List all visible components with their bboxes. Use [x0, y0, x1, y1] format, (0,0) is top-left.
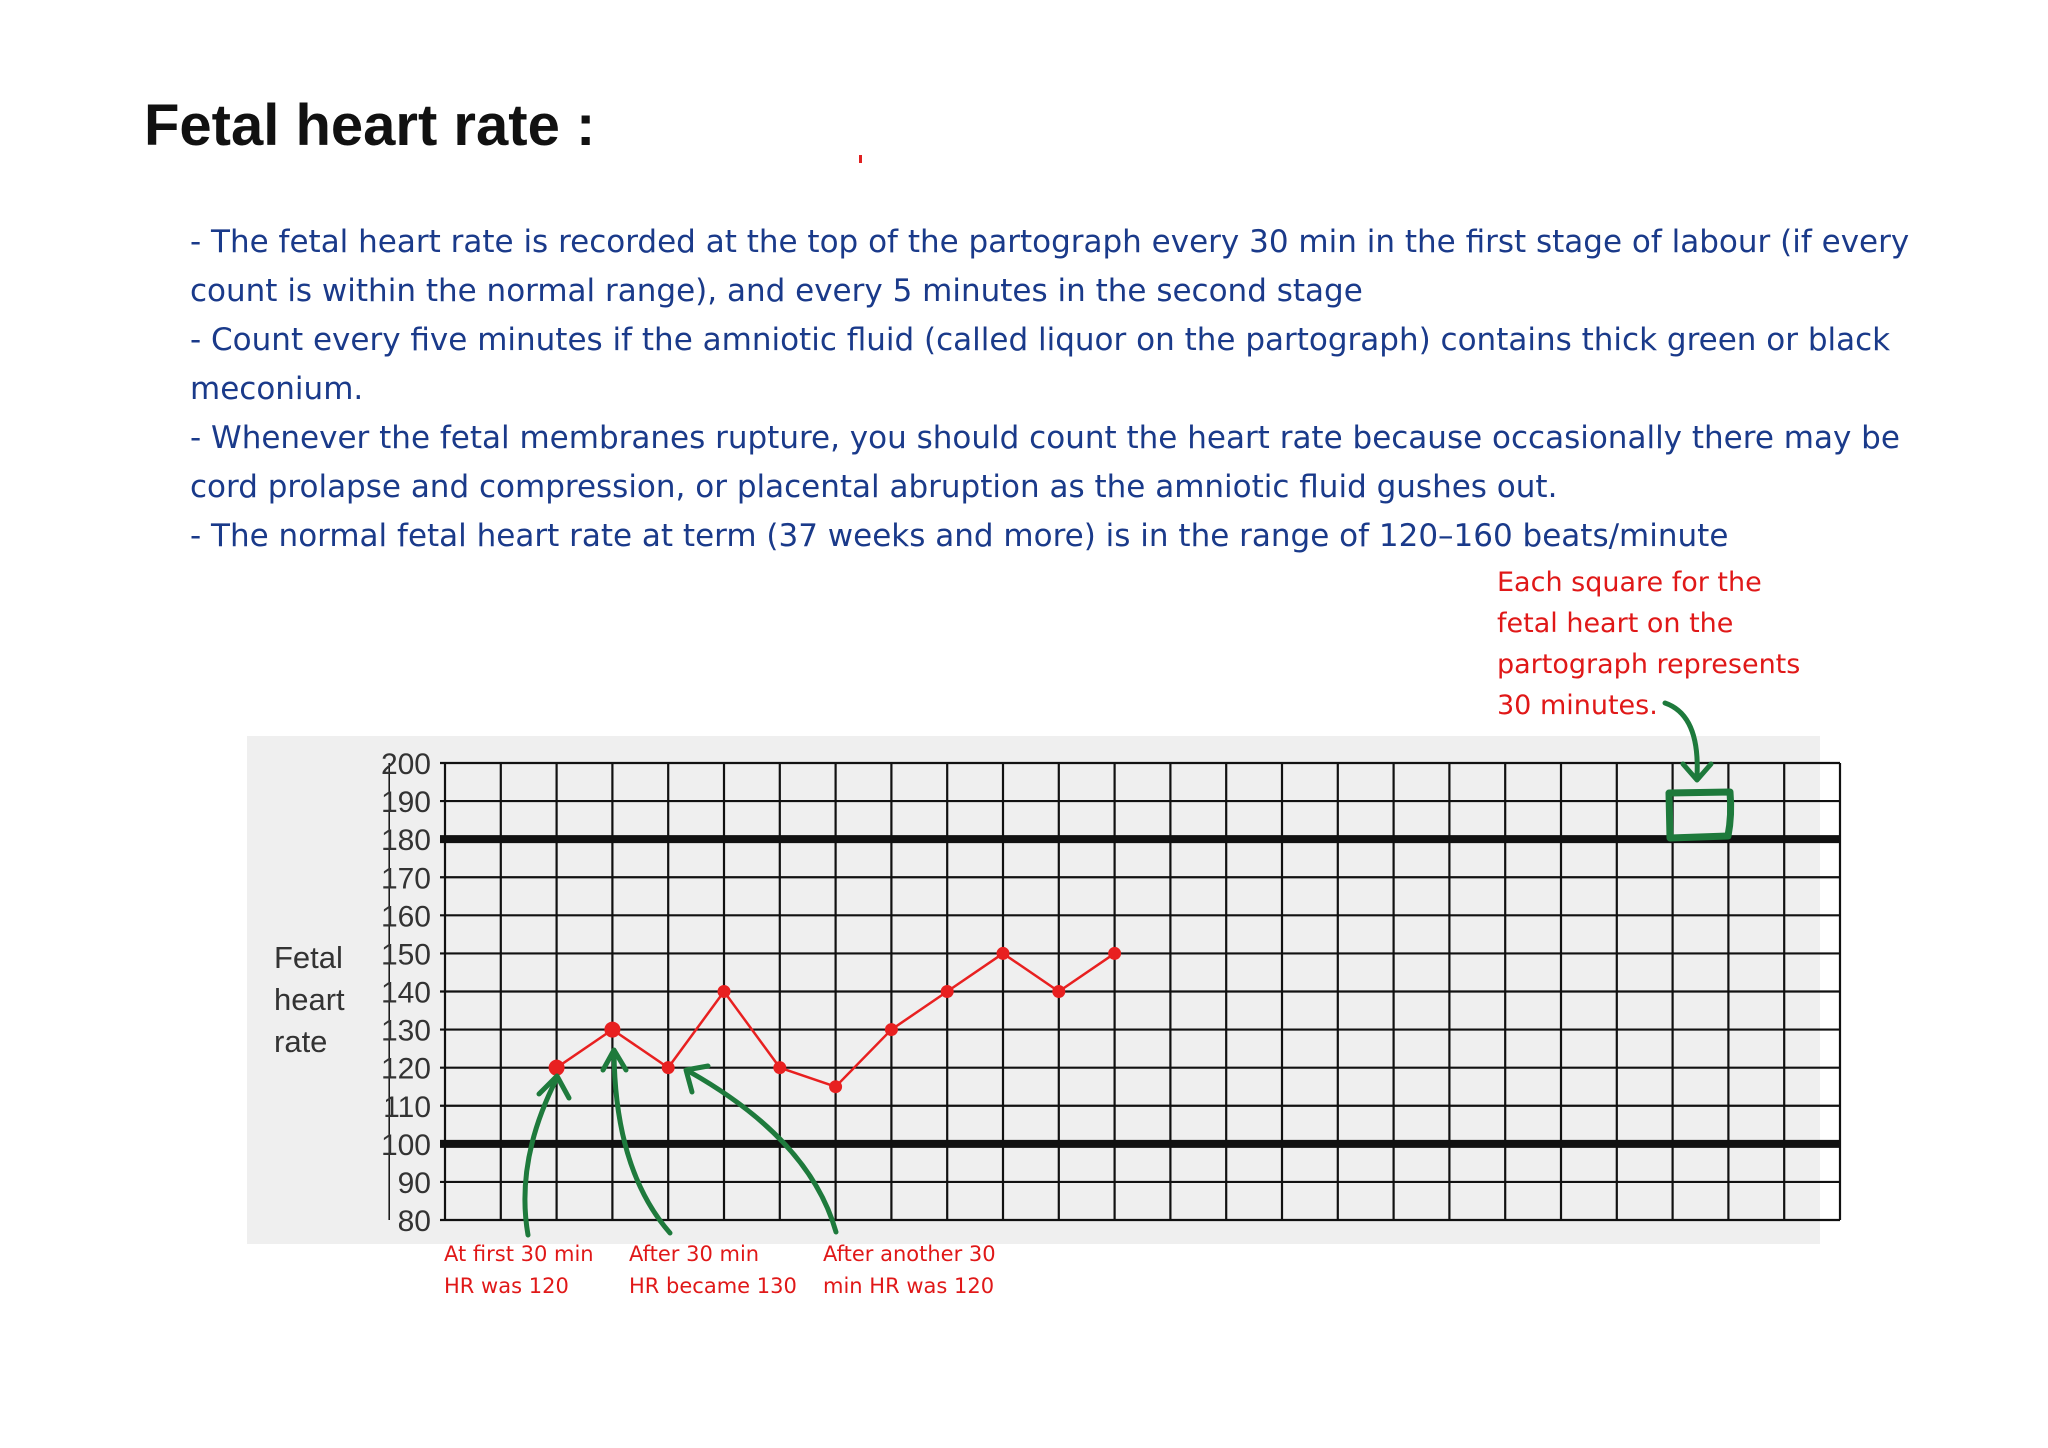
y-tick-label: 90 [398, 1167, 431, 1200]
data-point [829, 1080, 843, 1094]
y-axis-label: heart [274, 982, 345, 1017]
data-point [1052, 985, 1066, 998]
data-point [604, 1021, 621, 1038]
third-reading-arrow [687, 1069, 839, 1235]
y-tick-label: 160 [381, 900, 431, 933]
note-line: 30 minutes. [1497, 690, 1658, 721]
second-reading-arrow [611, 1049, 673, 1236]
caption-line: HR was 120 [444, 1274, 569, 1298]
y-tick-label: 100 [381, 1129, 431, 1162]
note-line: fetal heart on the [1497, 608, 1734, 639]
square-note-arrow [1662, 700, 1700, 779]
y-tick-label: 80 [398, 1205, 431, 1238]
caption-line: After 30 min [629, 1242, 760, 1266]
y-tick-label: 170 [381, 862, 431, 895]
data-point [940, 985, 954, 998]
data-point [661, 1061, 675, 1075]
y-axis-label: Fetal [274, 940, 343, 975]
bullet-item: - Count every five minutes if the amniot… [190, 322, 1891, 407]
caption-line: HR became 130 [629, 1274, 797, 1298]
note-line: partograph represents [1497, 649, 1801, 680]
data-point [717, 985, 731, 998]
data-point [996, 946, 1010, 960]
y-tick-label: 110 [383, 1091, 431, 1124]
first-reading-arrow-head [536, 1073, 572, 1101]
data-point [884, 1023, 898, 1037]
caption-third: After another 30 min HR was 120 [823, 1238, 996, 1302]
data-point [548, 1059, 565, 1076]
data-point [1108, 946, 1122, 960]
bullet-list: - The fetal heart rate is recorded at th… [190, 218, 1950, 561]
second-reading-arrow-head [600, 1047, 629, 1073]
caption-line: After another 30 [823, 1242, 996, 1266]
y-tick-label: 120 [381, 1053, 431, 1086]
y-axis-label: rate [274, 1024, 327, 1059]
first-reading-arrow [522, 1075, 560, 1238]
chart-background [247, 736, 1820, 1244]
caption-first: At first 30 min HR was 120 [444, 1238, 594, 1302]
y-tick-label: 130 [381, 1015, 431, 1048]
data-point [773, 1061, 787, 1075]
caption-line: min HR was 120 [823, 1274, 995, 1298]
red-mark [859, 155, 862, 163]
y-tick-label: 200 [381, 748, 431, 781]
y-tick-label: 190 [381, 786, 431, 819]
bullet-item: - The normal fetal heart rate at term (3… [190, 518, 1729, 554]
bullet-item: - Whenever the fetal membranes rupture, … [190, 420, 1900, 505]
y-tick-label: 140 [381, 977, 431, 1010]
bullet-item: - The fetal heart rate is recorded at th… [190, 224, 1910, 309]
caption-line: At first 30 min [444, 1242, 594, 1266]
page-title: Fetal heart rate : [144, 93, 596, 158]
third-reading-arrow-head [683, 1063, 711, 1095]
square-note: Each square for the fetal heart on the p… [1497, 562, 1837, 726]
caption-second: After 30 min HR became 130 [629, 1238, 797, 1302]
y-tick-label: 180 [381, 824, 431, 857]
y-tick-label: 150 [381, 938, 431, 971]
note-line: Each square for the [1497, 567, 1762, 598]
highlight-square [1665, 788, 1735, 842]
square-note-arrow-head [1680, 761, 1714, 783]
